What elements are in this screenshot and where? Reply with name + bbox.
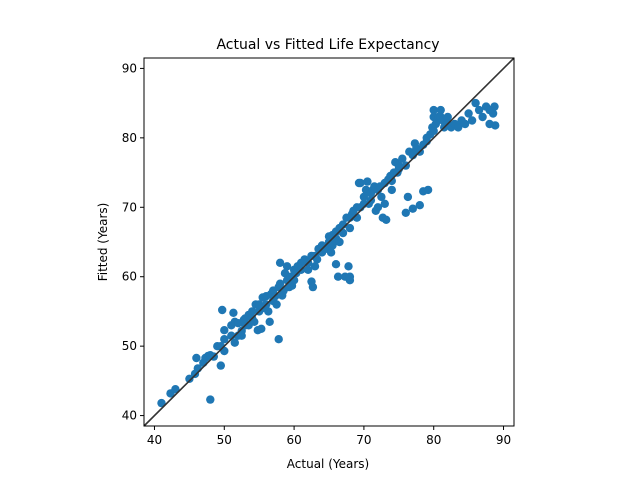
x-ticks: 40 50 60 70 80 90 <box>147 426 511 447</box>
data-point <box>454 123 463 132</box>
data-point <box>491 121 500 130</box>
data-point <box>216 361 225 370</box>
data-point <box>335 237 344 247</box>
data-point <box>192 353 201 363</box>
data-point <box>429 126 438 136</box>
data-point <box>478 112 487 122</box>
data-point <box>310 262 320 271</box>
data-point <box>436 105 445 115</box>
data-point <box>275 258 285 267</box>
plot-frame <box>143 57 515 427</box>
x-tick-label: 40 <box>147 433 162 447</box>
x-tick-label: 70 <box>356 433 371 447</box>
x-axis-label: Actual (Years) <box>287 457 369 471</box>
data-point <box>250 317 259 326</box>
data-point <box>373 203 383 212</box>
x-tick-label: 90 <box>496 433 511 447</box>
data-point <box>387 176 396 186</box>
data-point <box>272 300 281 309</box>
reference-line-layer <box>143 57 515 427</box>
data-point <box>282 262 292 271</box>
data-point <box>264 307 273 316</box>
y-tick-label: 50 <box>122 339 137 353</box>
data-point <box>382 215 391 224</box>
data-point <box>467 116 477 125</box>
data-point <box>328 241 337 250</box>
data-point <box>474 105 484 115</box>
data-point <box>220 326 229 335</box>
data-point <box>265 317 274 326</box>
data-point <box>237 331 246 340</box>
data-point <box>333 272 343 281</box>
data-point <box>429 105 438 115</box>
data-point <box>206 395 215 404</box>
data-point <box>331 260 341 269</box>
y-tick-label: 40 <box>122 409 137 423</box>
data-point <box>230 338 239 347</box>
reference-line <box>143 57 515 427</box>
data-point <box>326 248 336 257</box>
data-point <box>312 255 322 264</box>
data-point <box>356 178 365 188</box>
data-point <box>257 324 266 333</box>
data-point <box>171 385 180 394</box>
data-point <box>275 279 285 288</box>
data-point <box>229 308 238 317</box>
data-point <box>415 201 424 210</box>
data-point <box>157 398 166 408</box>
data-point <box>394 161 403 170</box>
data-point <box>185 374 194 383</box>
data-point <box>485 105 494 115</box>
y-axis-label: Fitted (Years) <box>96 203 110 282</box>
data-point <box>220 335 229 344</box>
x-tick-label: 50 <box>217 433 232 447</box>
data-point <box>380 199 389 208</box>
data-point <box>308 282 318 292</box>
x-tick-label: 60 <box>286 433 301 447</box>
y-tick-label: 60 <box>122 270 137 284</box>
data-point <box>401 208 410 217</box>
data-point <box>274 335 283 344</box>
data-point <box>345 272 355 281</box>
y-ticks: 40 50 60 70 80 90 <box>122 61 144 423</box>
data-point <box>460 119 470 129</box>
data-point <box>363 177 372 186</box>
x-tick-label: 80 <box>426 433 441 447</box>
data-point <box>471 98 480 108</box>
data-point <box>398 154 407 163</box>
y-tick-label: 80 <box>122 131 137 145</box>
data-point <box>423 185 433 195</box>
data-point <box>403 192 413 202</box>
data-point <box>464 109 473 118</box>
y-tick-label: 70 <box>122 200 137 214</box>
data-point <box>408 204 417 213</box>
data-point <box>377 192 386 202</box>
data-point <box>387 185 396 195</box>
data-point <box>303 265 313 274</box>
chart-title: Actual vs Fitted Life Expectancy <box>216 37 439 53</box>
data-point <box>345 223 355 233</box>
data-point <box>248 307 257 316</box>
data-point <box>344 262 353 271</box>
y-tick-label: 90 <box>122 61 137 75</box>
data-point <box>443 112 452 122</box>
data-point <box>359 192 369 202</box>
data-point <box>218 305 227 315</box>
